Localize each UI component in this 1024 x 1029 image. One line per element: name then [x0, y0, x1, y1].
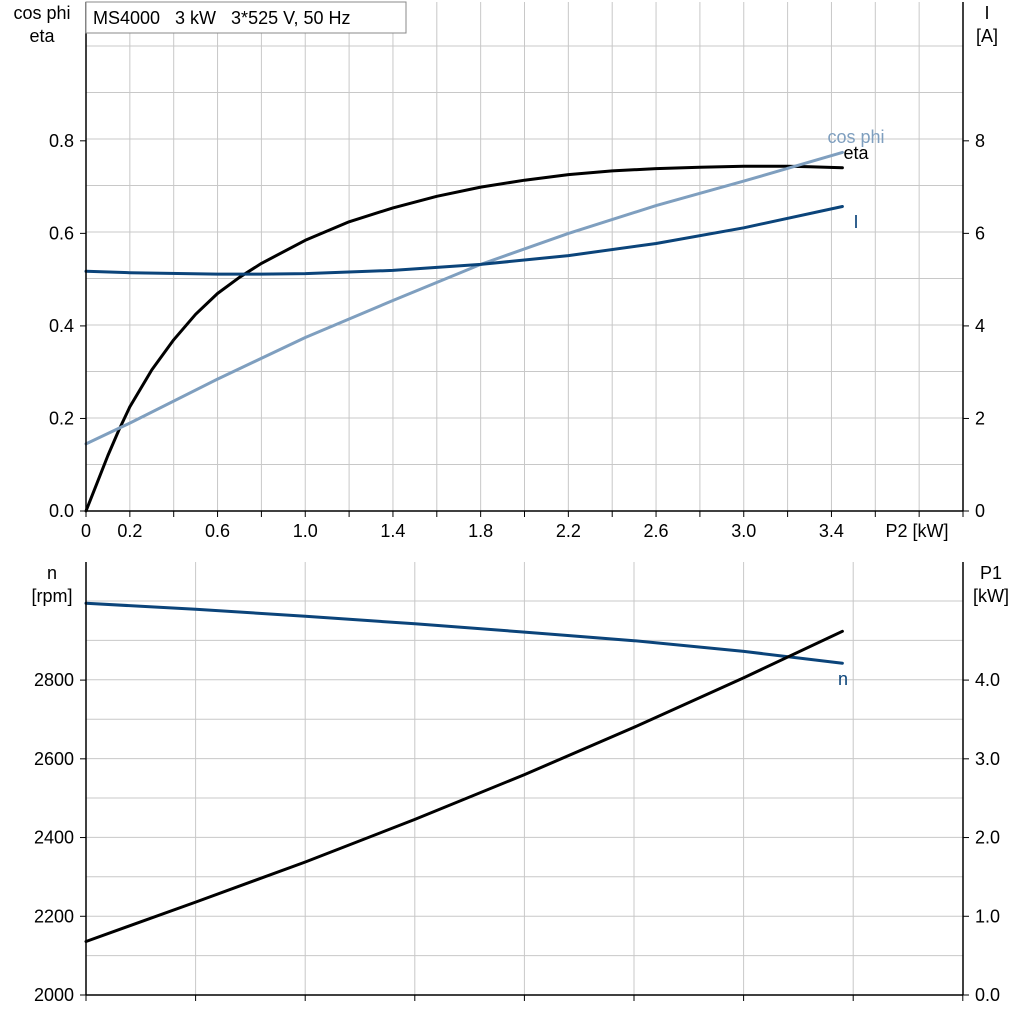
top-chart-grid [86, 2, 963, 511]
left-axis-tick-label: 0.8 [49, 131, 74, 151]
top-right-axis-title-line1: I [984, 3, 989, 23]
x-axis-tick-label: 1.8 [468, 521, 493, 541]
right-axis-tick-label: 8 [975, 131, 985, 151]
left-axis-tick-label: 2000 [34, 985, 74, 1005]
left-axis-tick-label: 2200 [34, 906, 74, 926]
left-axis-tick-label: 2400 [34, 828, 74, 848]
x-axis-tick-label: 0.2 [117, 521, 142, 541]
i-curve [84, 205, 844, 276]
top-chart-curves [84, 150, 844, 513]
cos-phi-curve [84, 150, 844, 446]
right-axis-tick-label: 4 [975, 316, 985, 336]
bottom-right-axis-title-line2: [kW] [973, 586, 1009, 606]
bottom-left-axis-title-line1: n [47, 563, 57, 583]
x-axis-tick-label: 1.4 [380, 521, 405, 541]
top-chart-axes: 0.0 0.2 0.4 0.6 0.8 0 2 4 6 8 0 0.2 0.6 1.0 1.4 1.8 2.2 2… [49, 2, 985, 541]
bottom-left-axis-title-line2: [rpm] [31, 586, 72, 606]
current-curve-label: I [853, 212, 858, 232]
left-axis-tick-label: 0.0 [49, 501, 74, 521]
info-box [85, 1, 407, 34]
left-axis-tick-label: 2600 [34, 749, 74, 769]
x-axis-tick-label: 1.0 [293, 521, 318, 541]
left-axis-tick-label: 0.6 [49, 223, 74, 243]
bottom-right-axis-title-line1: P1 [980, 563, 1002, 583]
x-axis-tick-label: 0.6 [205, 521, 230, 541]
right-axis-tick-label: 4.0 [975, 670, 1000, 690]
bottom-chart-curves [84, 601, 844, 943]
right-axis-tick-label: 1.0 [975, 906, 1000, 926]
left-axis-tick-label: 0.4 [49, 316, 74, 336]
left-axis-tick-label: 0.2 [49, 408, 74, 428]
right-axis-tick-label: 3.0 [975, 749, 1000, 769]
bottom-chart-grid [86, 562, 963, 995]
p1-curve [84, 629, 844, 943]
top-left-axis-title-line1: cos phi [13, 3, 70, 23]
top-right-axis-title-line2: [A] [976, 26, 998, 46]
right-axis-tick-label: 2.0 [975, 828, 1000, 848]
n-curve [84, 601, 844, 665]
left-axis-tick-label: 2800 [34, 670, 74, 690]
top-left-axis-title-line2: eta [29, 26, 55, 46]
x-axis-tick-label: 3.4 [819, 521, 844, 541]
right-axis-tick-label: 0 [975, 501, 985, 521]
top-x-axis-title: P2 [kW] [885, 521, 948, 541]
x-axis-tick-label: 3.0 [731, 521, 756, 541]
x-axis-tick-label: 0 [81, 521, 91, 541]
bottom-chart-axes: 2000 2200 2400 2600 2800 0.0 1.0 2.0 3.0 4.0 [34, 562, 1000, 1005]
right-axis-tick-label: 0.0 [975, 985, 1000, 1005]
x-axis-tick-label: 2.2 [556, 521, 581, 541]
info-label: MS4000 3 kW 3*525 V, 50 Hz [93, 8, 350, 28]
cos-phi-curve-label: cos phi [827, 127, 884, 147]
eta-curve-label: eta [843, 143, 869, 163]
right-axis-tick-label: 2 [975, 408, 985, 428]
right-axis-tick-label: 6 [975, 223, 985, 243]
speed-curve-label: n [838, 669, 848, 689]
eta-curve [84, 164, 844, 513]
x-axis-tick-label: 2.6 [644, 521, 669, 541]
